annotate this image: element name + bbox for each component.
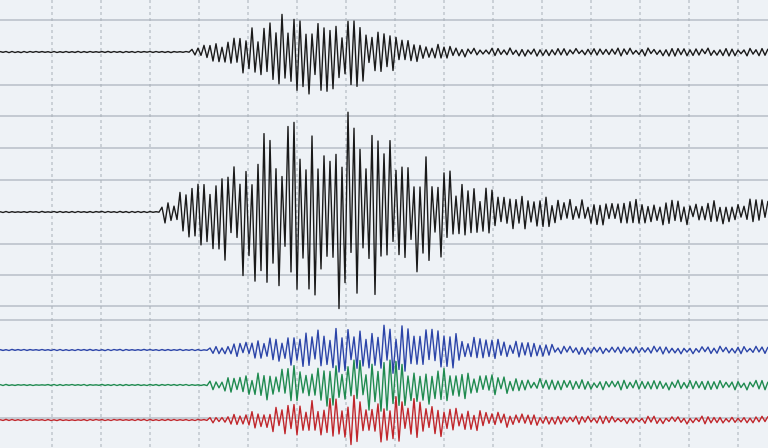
waveform [0,324,768,374]
waveform [0,394,768,446]
traces [0,13,768,446]
waveform [0,111,768,310]
waveform [0,13,768,95]
waveform [0,359,768,412]
